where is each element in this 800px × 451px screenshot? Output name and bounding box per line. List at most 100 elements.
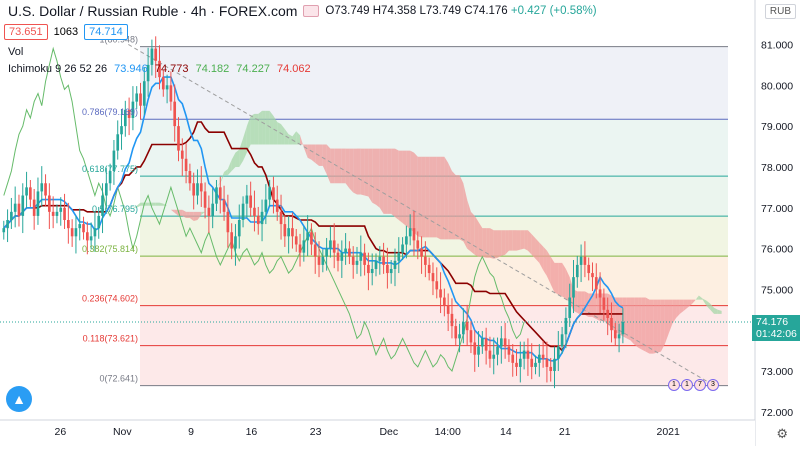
candle-body xyxy=(500,338,503,347)
candle-body xyxy=(507,346,511,355)
price-axis-bg xyxy=(755,0,800,446)
event-marker[interactable]: 1 xyxy=(681,379,693,391)
candle-body xyxy=(541,354,545,359)
candle-body xyxy=(86,232,89,241)
x-tick-label: 21 xyxy=(559,426,571,438)
candle-body xyxy=(458,334,461,339)
cloud-segment xyxy=(155,202,160,206)
candle-body xyxy=(545,358,549,367)
low-value: L73.749 xyxy=(419,5,462,17)
cloud-segment xyxy=(220,172,225,184)
cloud-segment xyxy=(132,205,137,208)
candle-body xyxy=(82,224,85,233)
cloud-segment xyxy=(231,152,236,172)
cloud-segment xyxy=(262,110,266,145)
candle-body xyxy=(363,252,366,265)
candle-body xyxy=(40,183,44,192)
candle-body xyxy=(530,358,534,367)
candle-body xyxy=(253,207,256,216)
candle-body xyxy=(142,81,146,106)
cloud-segment xyxy=(421,156,426,238)
event-marker[interactable]: 1 xyxy=(668,379,680,391)
candle-body xyxy=(594,277,598,290)
cloud-segment xyxy=(695,295,699,301)
candle-body xyxy=(408,228,412,237)
price-axis: 81.000 80.000 79.000 78.000 77.000 76.000 75.0… xyxy=(754,0,800,446)
candle-body xyxy=(226,211,230,233)
symbol-title[interactable]: U.S. Dollar / Russian Ruble · 4h · FOREX… xyxy=(8,3,298,19)
sell-button[interactable]: 73.651 xyxy=(4,24,48,40)
volume-label[interactable]: Vol xyxy=(8,46,24,58)
cloud-segment xyxy=(672,299,677,325)
candle-body xyxy=(397,252,401,261)
cloud-segment xyxy=(296,131,301,145)
cloud-segment xyxy=(269,110,274,145)
candle-body xyxy=(70,228,74,237)
cloud-segment xyxy=(402,150,407,227)
candle-body xyxy=(378,256,382,261)
candle-body xyxy=(393,260,397,269)
buy-button[interactable]: 74.714 xyxy=(84,24,128,40)
candle-body xyxy=(610,317,613,331)
candle-body xyxy=(469,330,473,343)
candle-body xyxy=(2,228,6,233)
cloud-segment xyxy=(489,228,494,259)
candle-body xyxy=(234,236,237,249)
currency-badge[interactable]: RUB xyxy=(764,4,796,19)
trade-row: 73.651 1063 74.714 xyxy=(4,24,128,40)
ichimoku-value: 74.773 xyxy=(154,63,189,75)
fib-zone xyxy=(140,46,728,120)
candle-body xyxy=(112,150,116,172)
cloud-segment xyxy=(246,115,251,153)
candle-body xyxy=(325,248,328,257)
economic-events[interactable]: 1 1 7 3 xyxy=(668,379,719,391)
candle-body xyxy=(241,203,245,220)
cloud-segment xyxy=(383,148,388,214)
cloud-segment xyxy=(550,256,555,293)
y-tick-label: 80.000 xyxy=(761,80,793,92)
candle-body xyxy=(230,232,233,249)
cloud-segment xyxy=(357,148,361,195)
cloud-segment xyxy=(497,230,502,258)
candle-body xyxy=(51,211,55,216)
candle-body xyxy=(196,183,199,196)
cloud-segment xyxy=(341,148,346,184)
cloud-segment xyxy=(668,299,673,335)
candle-body xyxy=(302,240,306,253)
candle-body xyxy=(477,346,480,355)
candle-body xyxy=(412,228,416,241)
cloud-segment xyxy=(706,300,711,310)
cloud-segment xyxy=(429,156,433,238)
cloud-segment xyxy=(501,230,506,256)
candle-body xyxy=(473,342,477,355)
cloud-segment xyxy=(660,299,665,352)
cloud-segment xyxy=(470,211,475,255)
event-marker[interactable]: 7 xyxy=(694,379,706,391)
candle-body xyxy=(55,211,59,216)
candle-body xyxy=(340,252,344,261)
candle-body xyxy=(44,183,47,196)
cloud-segment xyxy=(379,148,384,214)
cloud-segment xyxy=(372,148,376,205)
cloud-segment xyxy=(182,209,187,218)
candle-body xyxy=(108,171,112,184)
gear-icon[interactable]: ⚙ xyxy=(776,426,788,441)
cloud-segment xyxy=(486,228,490,258)
candle-body xyxy=(13,203,17,212)
cloud-segment xyxy=(505,230,509,255)
ichimoku-legend[interactable]: Ichimoku 9 26 52 26 73.946 74.773 74.182… xyxy=(8,63,315,75)
candle-body xyxy=(127,109,131,118)
candle-body xyxy=(272,187,275,200)
candle-body xyxy=(218,187,222,200)
cloud-segment xyxy=(683,299,688,311)
tradingview-logo-icon[interactable]: ▲ xyxy=(6,386,32,412)
cloud-segment xyxy=(482,228,487,258)
cloud-segment xyxy=(338,148,342,184)
candle-body xyxy=(321,256,325,265)
ohlc-readout: O73.749 H74.358 L73.749 C74.176 +0.427 (… xyxy=(325,5,596,17)
x-tick-label: 14:00 xyxy=(435,426,461,438)
event-marker[interactable]: 3 xyxy=(707,379,719,391)
cloud-segment xyxy=(345,148,350,189)
